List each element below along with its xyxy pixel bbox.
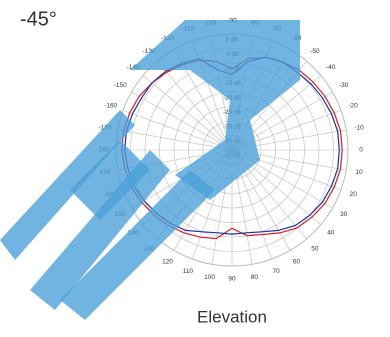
- angle-label: 90: [228, 276, 236, 283]
- angle-label: -10: [354, 124, 364, 131]
- angle-label: -150: [114, 82, 127, 89]
- angle-label: 100: [204, 274, 215, 281]
- angle-label: 70: [273, 268, 281, 275]
- watermark-logo: [0, 20, 300, 320]
- angle-label: 120: [162, 258, 173, 265]
- angle-label: -160: [104, 103, 117, 110]
- axis-label: Elevation: [197, 307, 267, 326]
- angle-label: 20: [350, 191, 358, 198]
- spoke: [117, 129, 233, 151]
- spoke: [122, 110, 233, 151]
- angle-label: 110: [183, 268, 194, 275]
- angle-label: 60: [293, 258, 301, 265]
- angle-label: 10: [355, 169, 363, 176]
- chart-title: -45°: [20, 8, 57, 30]
- angle-label: 40: [327, 230, 335, 237]
- spoke: [131, 91, 233, 151]
- angle-label: -30: [339, 82, 349, 89]
- angle-label: -130: [143, 48, 156, 55]
- spoke: [157, 60, 233, 151]
- angle-label: 0: [359, 147, 363, 154]
- angle-label: 30: [340, 211, 348, 218]
- angle-label: -20: [349, 103, 359, 110]
- angle-label: -40: [326, 64, 336, 71]
- angle-label: 80: [251, 274, 259, 281]
- spoke: [142, 75, 233, 151]
- angle-label: 50: [311, 246, 319, 253]
- angle-label: -50: [310, 48, 320, 55]
